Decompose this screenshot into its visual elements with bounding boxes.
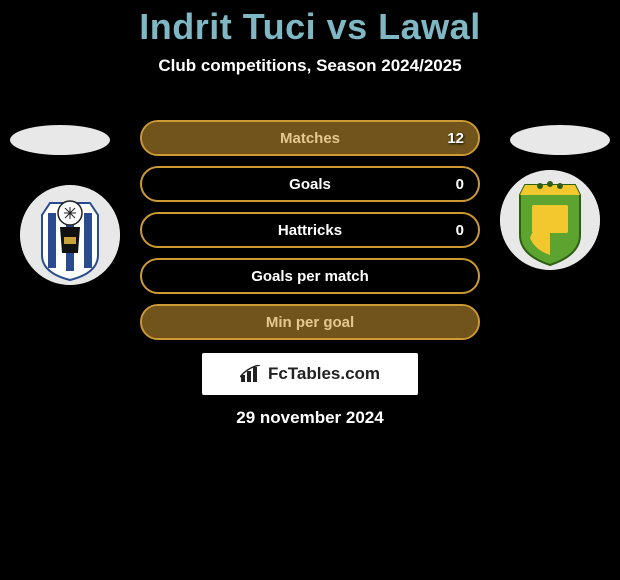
- brand-attribution[interactable]: FcTables.com: [202, 353, 418, 395]
- subtitle: Club competitions, Season 2024/2025: [0, 56, 620, 76]
- stats-panel: Matches 12 Goals 0 Hattricks 0 Goals per…: [140, 120, 480, 350]
- stat-right-value: 0: [456, 176, 464, 193]
- stat-row-goals: Goals 0: [140, 166, 480, 202]
- club-badge-left: [20, 185, 120, 285]
- stat-row-gpm: Goals per match: [140, 258, 480, 294]
- stat-fill-right: [142, 306, 478, 338]
- brand-text: FcTables.com: [268, 364, 380, 384]
- stat-label: Goals per match: [251, 268, 369, 285]
- club-badge-right: [500, 170, 600, 270]
- date-caption: 29 november 2024: [0, 408, 620, 428]
- stat-label: Hattricks: [278, 222, 342, 239]
- club-crest-right-icon: [500, 170, 600, 270]
- player-silhouette-left: [10, 125, 110, 155]
- stat-row-mpg: Min per goal: [140, 304, 480, 340]
- stat-label: Goals: [289, 176, 331, 193]
- club-crest-left-icon: [20, 185, 120, 285]
- stat-row-matches: Matches 12: [140, 120, 480, 156]
- player-silhouette-right: [510, 125, 610, 155]
- stat-fill-right: [142, 122, 478, 154]
- stat-right-value: 12: [447, 130, 464, 147]
- bar-chart-icon: [240, 365, 264, 383]
- stat-row-hattricks: Hattricks 0: [140, 212, 480, 248]
- page-title: Indrit Tuci vs Lawal: [0, 0, 620, 48]
- stat-right-value: 0: [456, 222, 464, 239]
